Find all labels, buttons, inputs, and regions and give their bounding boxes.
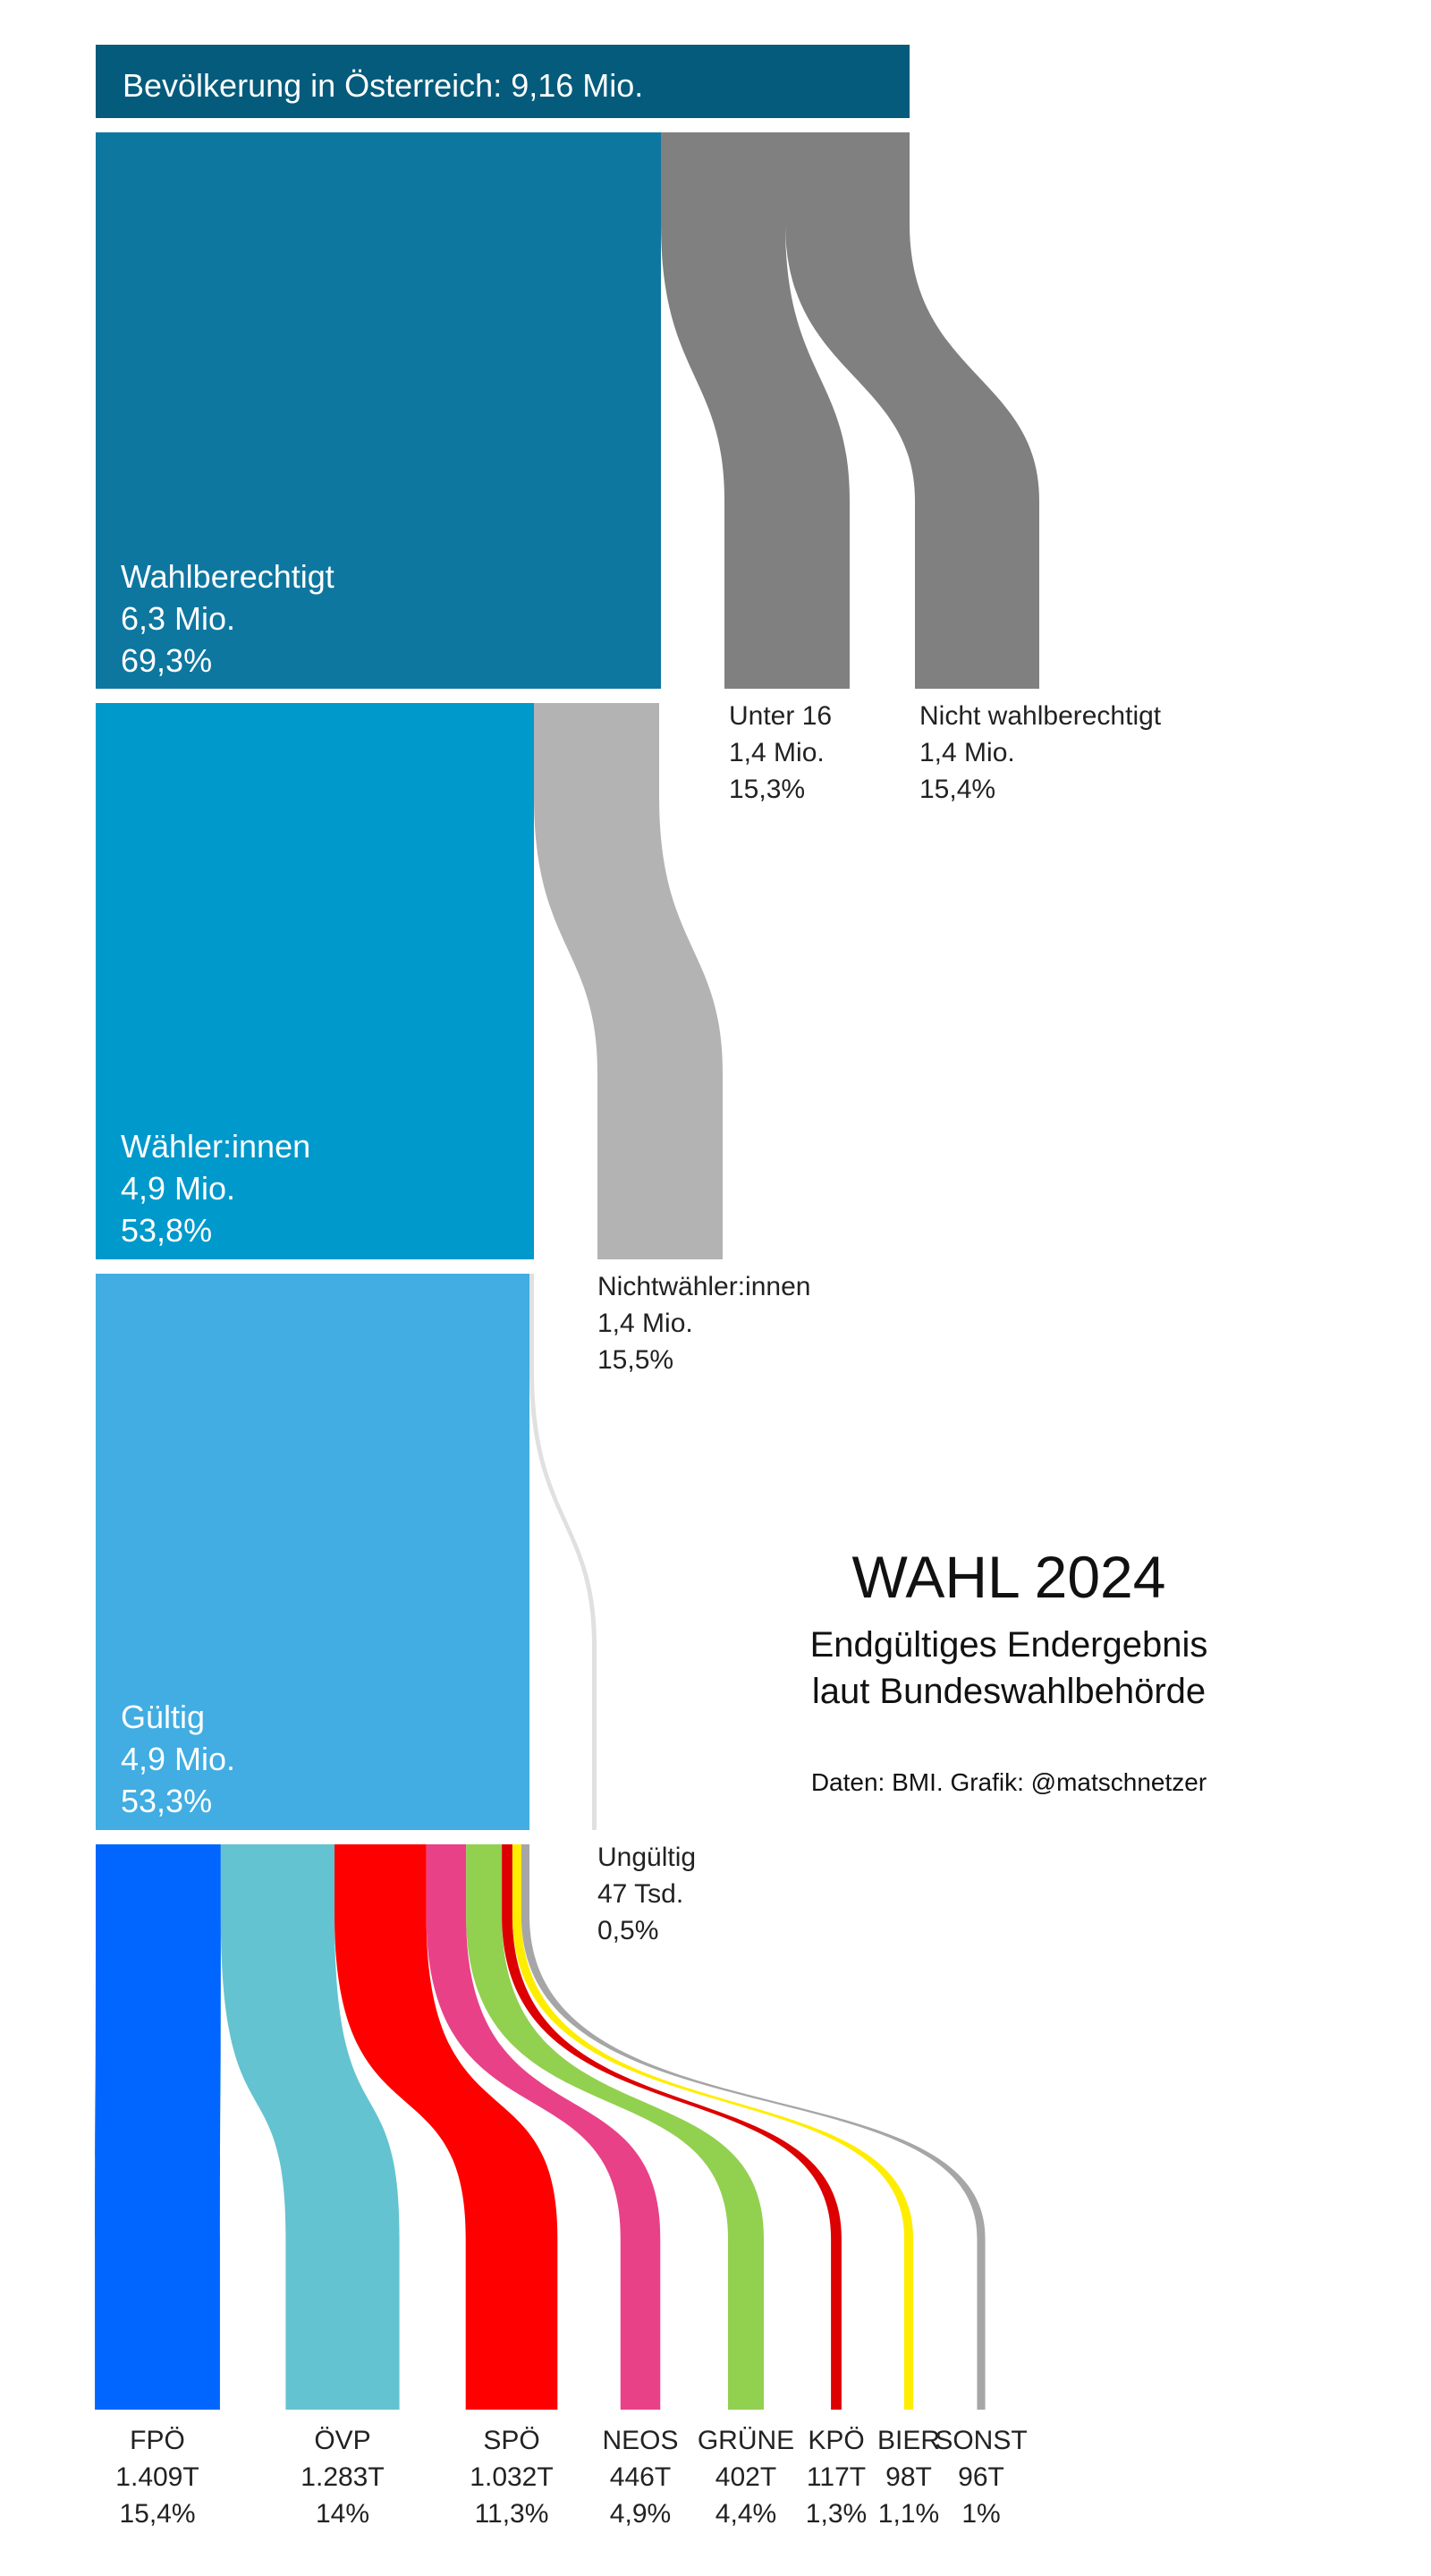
party-name-label: GRÜNE [698, 2426, 794, 2455]
header-bar [96, 45, 910, 118]
dropout-value-unter-16: 1,4 Mio. [729, 738, 825, 767]
stage-value-gueltig: 4,9 Mio. [121, 1741, 235, 1777]
party-name-label: KPÖ [808, 2426, 864, 2455]
stage-percent-wahlberechtigt: 69,3% [121, 642, 212, 679]
chart-subtitle-line-2: laut Bundeswahlbehörde [812, 1672, 1206, 1711]
party-flow-1 [220, 1844, 400, 2410]
stage-percent-waehler: 53,8% [121, 1212, 212, 1249]
stage-value-wahlberechtigt: 6,3 Mio. [121, 600, 235, 637]
party-flow-0 [95, 1844, 221, 2410]
header-label: Bevölkerung in Österreich: 9,16 Mio. [123, 67, 643, 104]
stage-box-waehler [96, 703, 534, 1259]
dropout-value-nichtwaehler: 1,4 Mio. [597, 1309, 693, 1338]
party-name-label: SPÖ [483, 2426, 539, 2455]
stage-label-waehler: Wähler:innen [121, 1128, 310, 1165]
dropout-value-ungueltig: 47 Tsd. [597, 1879, 683, 1909]
party-flow-4 [466, 1844, 764, 2410]
dropout-label-nichtwaehler: Nichtwähler:innen [597, 1272, 810, 1301]
party-votes-label: 98T [885, 2462, 932, 2492]
party-name-label: BIER [877, 2426, 940, 2455]
party-flow-2 [334, 1844, 558, 2410]
party-votes-label: 96T [958, 2462, 1004, 2492]
chart-source: Daten: BMI. Grafik: @matschnetzer [811, 1768, 1207, 1796]
flow-unter-16 [661, 132, 850, 689]
chart-subtitle-line-1: Endgültiges Endergebnis [810, 1625, 1208, 1665]
party-name-label: ÖVP [314, 2426, 370, 2455]
party-votes-label: 1.409T [115, 2462, 199, 2492]
stage-label-wahlberechtigt: Wahlberechtigt [121, 558, 334, 595]
chart-title: WAHL 2024 [852, 1544, 1166, 1610]
dropout-percent-ungueltig: 0,5% [597, 1916, 658, 1945]
party-percent-label: 11,3% [475, 2499, 549, 2529]
party-flows: FPÖ 1.409T 15,4% ÖVP 1.283T 14% SPÖ 1.032T 11,3%… [95, 1844, 1028, 2529]
stage-box-gueltig [96, 1274, 529, 1830]
dropout-label-nicht-wahlberechtigt: Nicht wahlberechtigt [919, 701, 1162, 731]
flow-ungueltig [529, 1274, 597, 1830]
party-votes-label: 446T [610, 2462, 671, 2492]
dropout-percent-unter-16: 15,3% [729, 775, 805, 804]
party-votes-label: 1.283T [301, 2462, 384, 2492]
stage-percent-gueltig: 53,3% [121, 1783, 212, 1819]
dropout-label-unter-16: Unter 16 [729, 701, 832, 731]
party-percent-label: 4,9% [610, 2499, 671, 2529]
stage-value-waehler: 4,9 Mio. [121, 1170, 235, 1207]
party-votes-label: 402T [716, 2462, 776, 2492]
party-name-label: NEOS [602, 2426, 678, 2455]
party-percent-label: 4,4% [716, 2499, 776, 2529]
party-percent-label: 1,1% [878, 2499, 939, 2529]
dropout-percent-nicht-wahlberechtigt: 15,4% [919, 775, 995, 804]
party-percent-label: 1% [961, 2499, 1000, 2529]
flow-nicht-wahlberechtigt [785, 132, 1039, 689]
party-percent-label: 15,4% [119, 2499, 195, 2529]
party-name-label: SONST [935, 2426, 1027, 2455]
party-percent-label: 14% [316, 2499, 369, 2529]
dropout-label-ungueltig: Ungültig [597, 1843, 696, 1872]
party-name-label: FPÖ [130, 2426, 185, 2455]
party-flow-3 [426, 1844, 661, 2410]
dropout-percent-nichtwaehler: 15,5% [597, 1345, 673, 1375]
stage-label-gueltig: Gültig [121, 1699, 205, 1735]
party-votes-label: 1.032T [470, 2462, 553, 2492]
party-percent-label: 1,3% [806, 2499, 867, 2529]
dropout-value-nicht-wahlberechtigt: 1,4 Mio. [919, 738, 1015, 767]
party-votes-label: 117T [807, 2462, 866, 2492]
stage-box-wahlberechtigt [96, 132, 661, 689]
flow-nichtwaehler [534, 703, 723, 1259]
